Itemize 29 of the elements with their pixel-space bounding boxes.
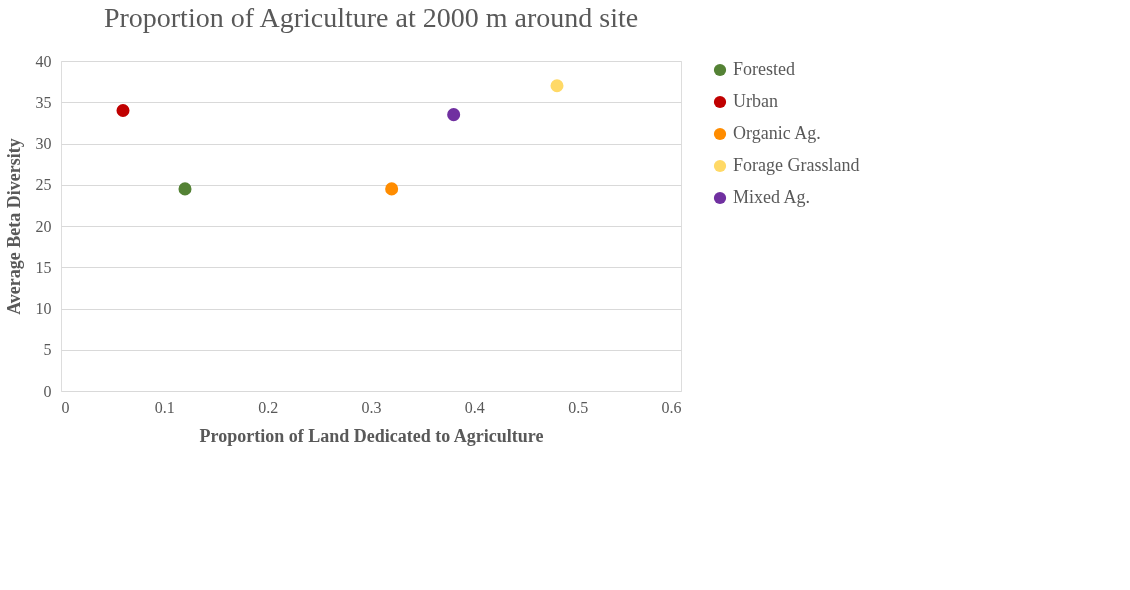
legend-label: Mixed Ag. (733, 187, 811, 207)
x-tick-label: 0.5 (568, 398, 589, 416)
y-tick-label: 0 (43, 382, 52, 400)
y-tick-label: 30 (35, 135, 52, 152)
y-axis-title: Average Beta Diversity (3, 138, 24, 315)
legend-label: Forage Grassland (733, 155, 860, 175)
chart-title: Proportion of Agriculture at 2000 m around site (103, 2, 639, 33)
legend-label: Organic Ag. (733, 123, 821, 143)
y-tick-label: 20 (35, 217, 52, 235)
x-axis-title: Proportion of Land Dedicated to Agriculture (199, 425, 544, 446)
y-tick-label: 25 (35, 176, 52, 194)
y-tick-label: 35 (35, 93, 52, 111)
point (550, 79, 564, 93)
y-tick-label: 10 (35, 300, 52, 317)
point (116, 103, 130, 118)
point (385, 182, 399, 196)
x-tick-label: 0.4 (464, 398, 485, 416)
x-tick-label: 0.3 (361, 398, 382, 416)
point (178, 182, 192, 196)
y-tick-label: 5 (43, 341, 52, 359)
y-tick-label: 15 (35, 258, 52, 276)
x-tick-label: 0.2 (258, 398, 279, 416)
point (447, 108, 461, 122)
y-tick-label: 40 (35, 52, 52, 70)
legend-label: Urban (733, 91, 778, 111)
x-tick-label: 0.1 (154, 398, 175, 416)
x-tick-label: 0.6 (661, 398, 682, 416)
x-tick-label: 0 (61, 398, 70, 416)
legend-label: Forested (733, 59, 795, 79)
